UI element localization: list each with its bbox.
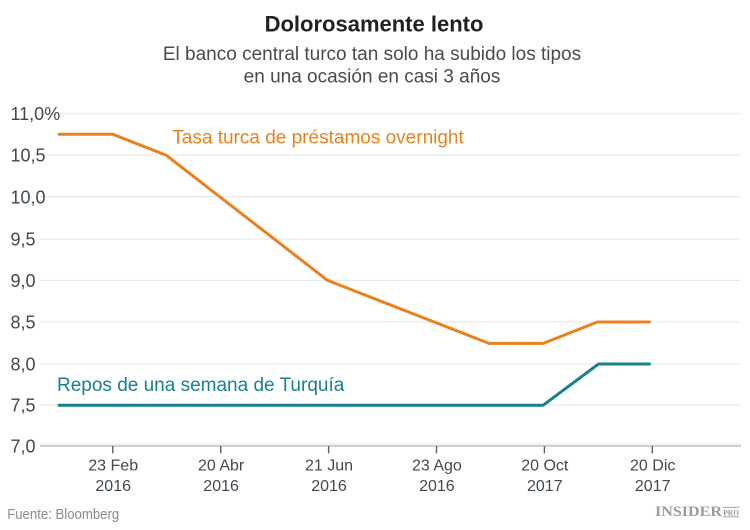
svg-text:PRO: PRO [723, 508, 739, 518]
svg-text:11,0%: 11,0% [11, 104, 61, 124]
svg-text:20 Dic: 20 Dic [630, 457, 675, 474]
svg-text:Repos de una semana de Turquía: Repos de una semana de Turquía [57, 375, 345, 396]
svg-text:2016: 2016 [203, 478, 239, 495]
svg-text:9,5: 9,5 [11, 230, 36, 250]
svg-text:9,0: 9,0 [11, 271, 36, 291]
svg-text:7,0: 7,0 [11, 436, 36, 456]
svg-text:23 Ago: 23 Ago [412, 457, 462, 474]
svg-text:21 Jun: 21 Jun [305, 457, 353, 474]
svg-text:10,5: 10,5 [11, 146, 46, 166]
svg-text:en una ocasión en casi 3 años: en una ocasión en casi 3 años [244, 67, 501, 88]
svg-text:Fuente: Bloomberg: Fuente: Bloomberg [7, 506, 119, 523]
svg-text:Tasa turca de préstamos overni: Tasa turca de préstamos overnight [172, 127, 464, 148]
svg-text:El banco central turco tan sol: El banco central turco tan solo ha subid… [163, 44, 581, 65]
svg-text:10,0: 10,0 [11, 187, 46, 207]
svg-text:20 Abr: 20 Abr [198, 457, 245, 474]
svg-text:7,5: 7,5 [11, 396, 36, 416]
svg-text:2016: 2016 [419, 478, 455, 495]
svg-text:8,5: 8,5 [11, 313, 36, 333]
svg-text:23 Feb: 23 Feb [88, 457, 138, 474]
svg-text:2016: 2016 [95, 478, 131, 495]
svg-text:20 Oct: 20 Oct [521, 457, 569, 474]
svg-text:2017: 2017 [527, 478, 563, 495]
svg-text:Dolorosamente lento: Dolorosamente lento [265, 12, 484, 37]
svg-text:2017: 2017 [635, 478, 671, 495]
svg-text:8,0: 8,0 [11, 355, 36, 375]
svg-text:INSIDER: INSIDER [655, 504, 723, 520]
svg-text:2016: 2016 [311, 478, 347, 495]
